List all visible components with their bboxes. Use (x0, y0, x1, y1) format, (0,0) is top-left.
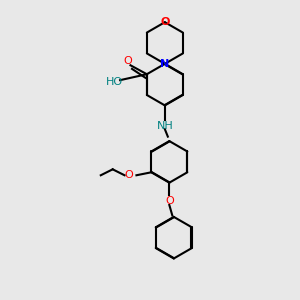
Text: HO: HO (106, 76, 123, 87)
Text: O: O (124, 170, 134, 180)
Text: N: N (160, 59, 170, 69)
Text: O: O (165, 196, 174, 206)
Text: NH: NH (157, 121, 173, 130)
Text: O: O (123, 56, 132, 66)
Text: O: O (160, 17, 170, 27)
